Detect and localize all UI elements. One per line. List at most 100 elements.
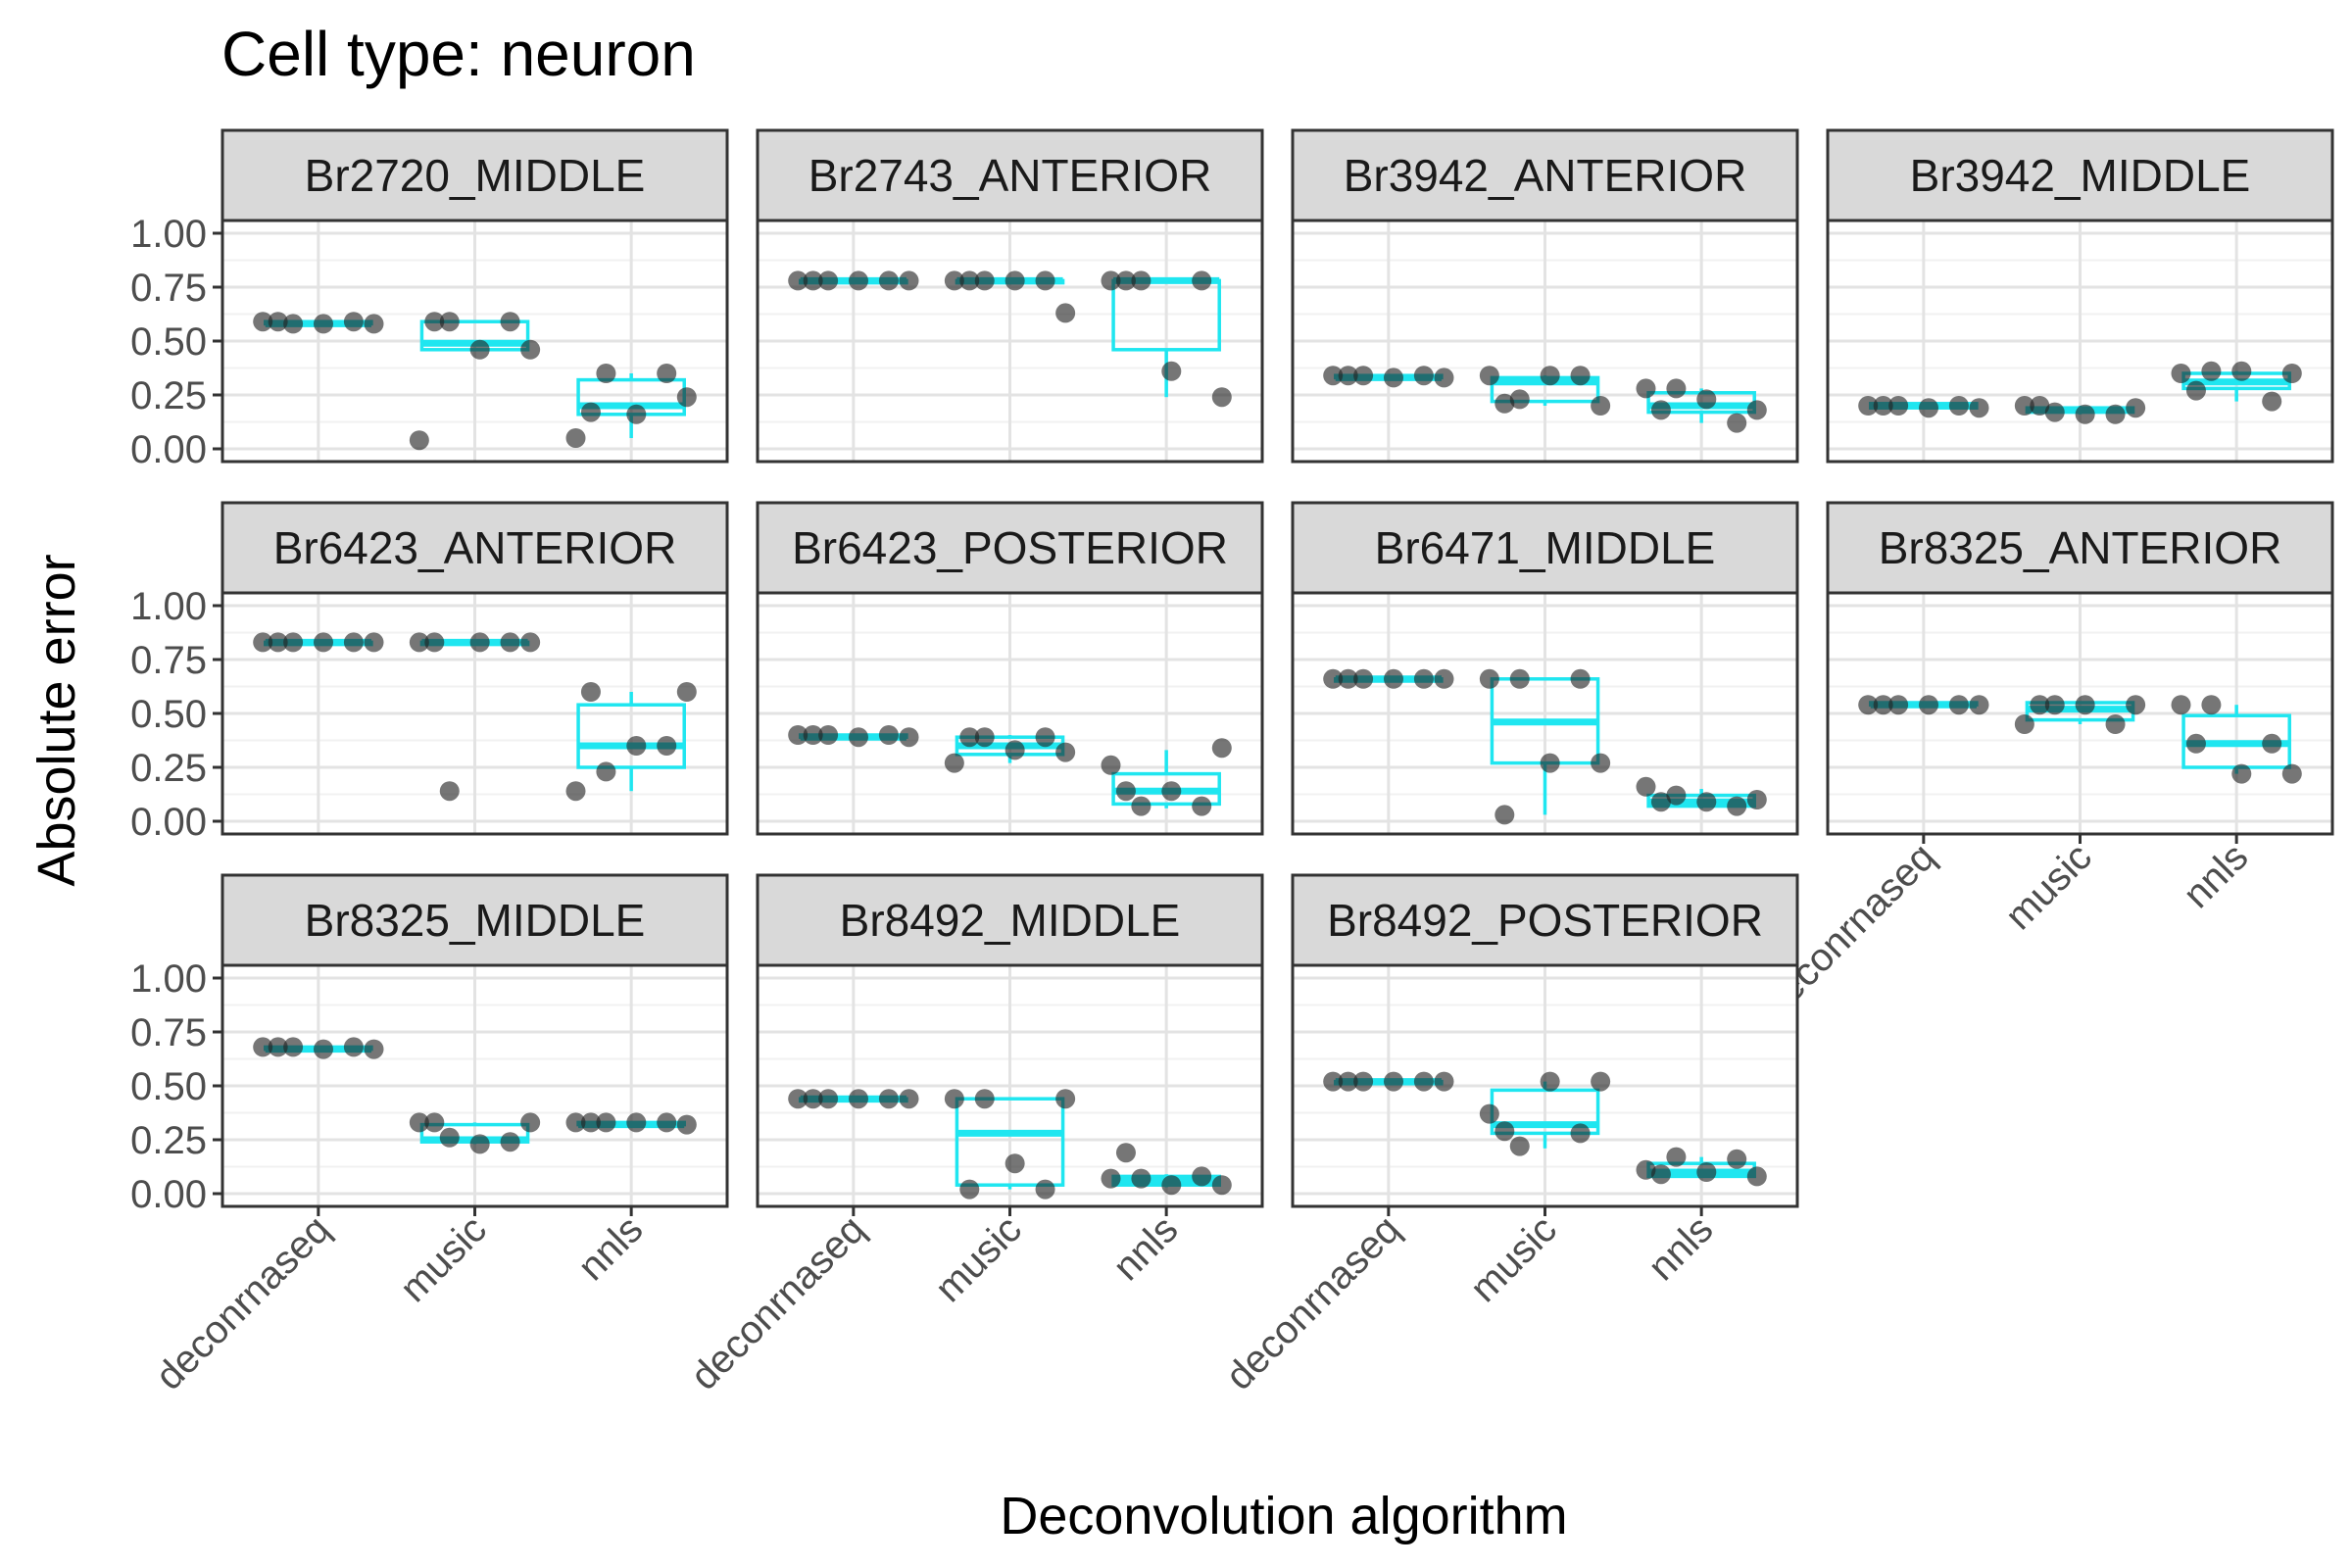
data-point [1591, 396, 1611, 416]
facet-panel: Br3942_ANTERIOR [1291, 128, 1799, 464]
data-point [1384, 368, 1403, 388]
data-point [1192, 270, 1212, 291]
data-point [1509, 389, 1530, 410]
data-point [1413, 366, 1434, 386]
data-point [1338, 668, 1358, 689]
data-point [520, 339, 541, 360]
data-point [818, 1089, 839, 1109]
data-point [1666, 785, 1687, 806]
facet-panel: Br2720_MIDDLE 0.00 0.25 0.50 0.75 1.00 [130, 128, 729, 471]
facet-panel: Br6423_ANTERIOR 0.00 0.25 0.50 0.75 1.00 [130, 501, 729, 844]
data-point [1570, 366, 1591, 386]
facet-strip-label: Br8325_ANTERIOR [1879, 522, 2282, 573]
data-point [2030, 396, 2050, 416]
data-point [1540, 366, 1560, 386]
data-point [596, 1112, 616, 1133]
data-point [1858, 695, 1879, 715]
data-point [1211, 738, 1232, 759]
data-point [1004, 270, 1025, 291]
data-point [1650, 792, 1671, 812]
y-tick-label: 0.25 [130, 747, 207, 790]
data-point [1650, 1164, 1671, 1185]
data-point [520, 632, 541, 653]
y-tick-label: 1.00 [130, 213, 207, 256]
data-point [1948, 695, 1969, 715]
data-point [1101, 755, 1121, 775]
data-point [2281, 364, 2302, 383]
data-point [1161, 361, 1182, 381]
data-point [2014, 714, 2034, 734]
facet-strip-label: Br2720_MIDDLE [305, 150, 646, 201]
data-point [1323, 668, 1344, 689]
data-point [626, 1112, 647, 1133]
data-point [364, 1039, 384, 1059]
data-point [1509, 668, 1530, 689]
data-point [676, 682, 697, 702]
data-point [439, 312, 460, 332]
data-point [1131, 796, 1152, 816]
data-point [2185, 380, 2206, 401]
data-point [1338, 366, 1358, 386]
y-axis-title: Absolute error [27, 554, 86, 886]
data-point [424, 312, 445, 332]
data-point [283, 1037, 304, 1057]
data-point [1338, 1071, 1358, 1092]
data-point [818, 725, 839, 745]
data-point [2075, 404, 2095, 424]
data-point [1570, 1123, 1591, 1144]
data-point [1494, 1121, 1515, 1142]
data-point [500, 632, 520, 653]
data-point [1727, 1149, 1747, 1169]
data-point [343, 632, 364, 653]
data-point [878, 1089, 899, 1109]
data-point [1323, 366, 1344, 386]
data-point [1192, 1166, 1212, 1187]
data-point [1055, 742, 1076, 762]
data-point [565, 428, 586, 448]
data-point [1035, 1179, 1055, 1200]
data-point [2171, 695, 2191, 715]
data-point [1696, 792, 1717, 812]
data-point [1479, 668, 1499, 689]
data-point [1509, 1136, 1530, 1156]
data-point [1192, 796, 1212, 816]
y-tick-label: 1.00 [130, 585, 207, 628]
data-point [1131, 270, 1152, 291]
data-point [1055, 303, 1076, 323]
data-point [1101, 1168, 1121, 1189]
data-point [1479, 366, 1499, 386]
box [955, 1097, 1065, 1187]
data-point [899, 270, 919, 291]
facet-panel: Br6471_MIDDLE [1291, 501, 1799, 836]
data-point [788, 1089, 808, 1109]
facet-panel: Br6423_POSTERIOR [756, 501, 1264, 836]
data-point [626, 404, 647, 424]
data-point [314, 314, 333, 334]
data-point [1384, 1071, 1403, 1092]
data-point [314, 1039, 333, 1059]
chart-title: Cell type: neuron [221, 19, 696, 89]
facet-strip [220, 873, 729, 967]
data-point [424, 632, 445, 653]
data-point [424, 1112, 445, 1133]
data-point [283, 632, 304, 653]
data-point [899, 1089, 919, 1109]
y-tick-label: 0.75 [130, 1011, 207, 1054]
facet-strip-label: Br2743_ANTERIOR [808, 150, 1212, 201]
data-point [343, 1037, 364, 1057]
data-point [580, 1112, 601, 1133]
data-point [1591, 1071, 1611, 1092]
data-point [899, 727, 919, 748]
data-point [944, 270, 964, 291]
data-point [1101, 270, 1121, 291]
data-point [1746, 1166, 1767, 1187]
data-point [1888, 695, 1909, 715]
facet-strip-label: Br6423_POSTERIOR [792, 522, 1228, 573]
data-point [803, 725, 823, 745]
data-point [2231, 763, 2252, 784]
panel-border [1291, 219, 1799, 464]
data-point [818, 270, 839, 291]
data-point [1969, 695, 1989, 715]
data-point [1858, 396, 1879, 416]
